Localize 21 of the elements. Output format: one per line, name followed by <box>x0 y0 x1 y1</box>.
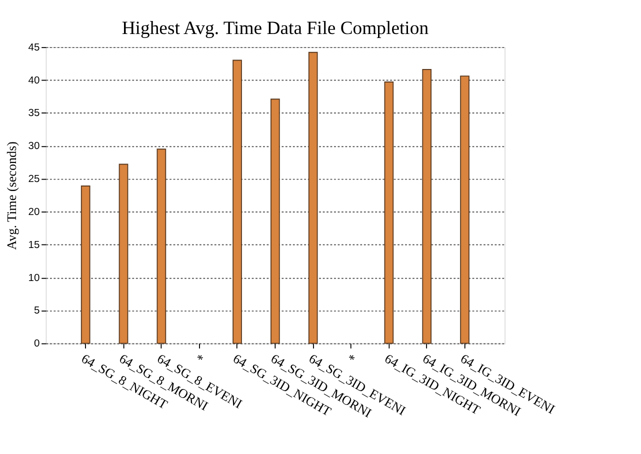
y-tick-label: 40 <box>28 75 40 86</box>
y-tick-label: 15 <box>28 240 40 251</box>
bar <box>232 60 242 344</box>
y-tick-label: 5 <box>34 306 40 317</box>
bar <box>308 52 318 344</box>
chart-title: Highest Avg. Time Data File Completion <box>122 18 430 40</box>
y-tick-label: 20 <box>28 206 40 218</box>
y-tick-label: 25 <box>28 174 40 186</box>
y-tick-label: 45 <box>28 42 40 54</box>
bar <box>270 98 280 344</box>
y-axis-title: Avg. Time (seconds) <box>4 141 20 250</box>
y-tick-label: 30 <box>28 141 40 152</box>
y-tick-label: 35 <box>28 108 40 120</box>
y-tick-label: 10 <box>28 272 40 284</box>
bar <box>118 164 128 344</box>
bar <box>460 76 470 344</box>
bar <box>156 148 166 344</box>
bar <box>384 82 394 344</box>
bar <box>422 69 432 344</box>
y-tick-label: 0 <box>34 338 40 350</box>
bar <box>80 186 90 344</box>
